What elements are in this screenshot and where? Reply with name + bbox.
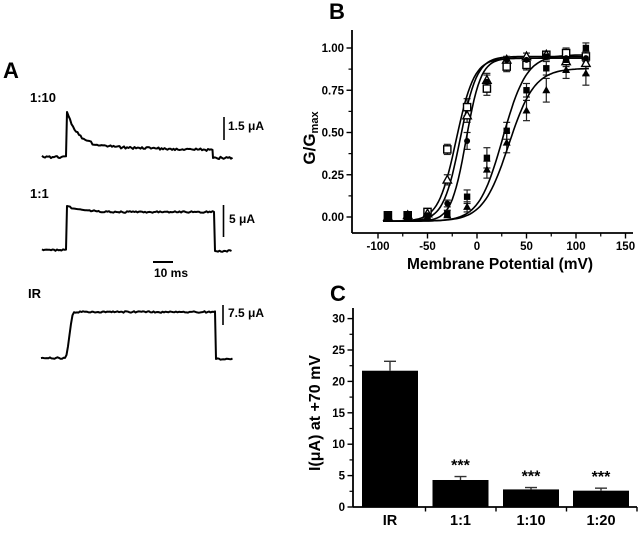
scalebar-label-1-10: 1.5 μA xyxy=(228,119,265,133)
svg-text:IR: IR xyxy=(383,513,398,529)
svg-text:1.00: 1.00 xyxy=(322,43,344,55)
trace-label-1-10: 1:10 xyxy=(30,90,57,105)
svg-text:0.00: 0.00 xyxy=(322,212,344,224)
svg-text:5: 5 xyxy=(339,471,346,483)
current-bar-chart: 0 5 10 15 20 25 30 IR *** 1:1 *** 1:10 *** 1:20 xyxy=(332,308,638,529)
panel-b-x-axis-title: Membrane Potential (mV) xyxy=(406,256,594,273)
panel-a-label: A xyxy=(3,58,19,83)
current-traces-drawing xyxy=(40,111,234,361)
svg-text:0.25: 0.25 xyxy=(322,170,345,182)
svg-text:100: 100 xyxy=(566,241,585,253)
svg-text:***: *** xyxy=(451,458,470,475)
time-scalebar-label: 10 ms xyxy=(153,266,189,280)
svg-text:1:20: 1:20 xyxy=(586,513,615,529)
svg-text:20: 20 xyxy=(332,376,345,388)
svg-text:***: *** xyxy=(522,469,541,486)
trace-label-ir: IR xyxy=(28,286,41,301)
svg-text:0.50: 0.50 xyxy=(322,128,344,140)
svg-text:50: 50 xyxy=(520,241,533,253)
svg-text:0.75: 0.75 xyxy=(322,85,345,97)
svg-text:0: 0 xyxy=(474,241,480,253)
scalebar-label-ir: 7.5 μA xyxy=(228,306,265,320)
svg-text:150: 150 xyxy=(616,241,635,253)
svg-text:1:10: 1:10 xyxy=(516,513,545,529)
panel-c-label: C xyxy=(330,281,346,306)
gv-curve-plot: -100 -50 0 50 100 150 0.00 0.25 0.50 0.75 1.00 xyxy=(322,30,635,253)
scalebar-label-1-1: 5 μA xyxy=(229,212,256,226)
svg-text:***: *** xyxy=(592,469,611,486)
svg-text:25: 25 xyxy=(332,345,345,357)
panel-b-label: B xyxy=(329,0,345,24)
svg-text:10: 10 xyxy=(332,439,345,451)
svg-text:1:1: 1:1 xyxy=(450,513,471,529)
svg-text:-50: -50 xyxy=(419,241,436,253)
svg-text:-100: -100 xyxy=(366,241,389,253)
svg-text:15: 15 xyxy=(332,408,345,420)
svg-text:0: 0 xyxy=(339,502,345,514)
svg-text:30: 30 xyxy=(332,314,345,326)
trace-label-1-1: 1:1 xyxy=(30,186,49,201)
